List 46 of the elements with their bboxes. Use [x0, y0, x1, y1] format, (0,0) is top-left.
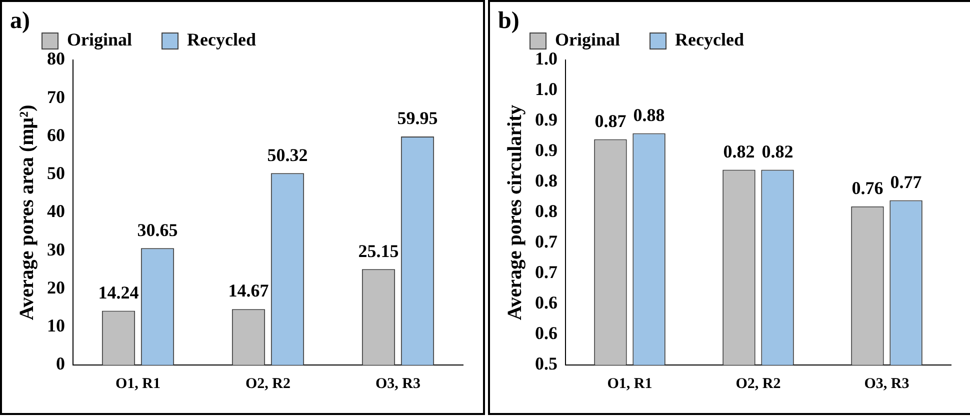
- data-label: 14.24: [98, 282, 139, 302]
- data-label: 0.87: [594, 110, 626, 131]
- legend-label: Recycled: [187, 30, 256, 50]
- legend-label: Recycled: [675, 30, 744, 50]
- y-tick-label: 1.0: [535, 48, 558, 69]
- data-label: 0.82: [762, 141, 794, 162]
- x-tick-label: O1, R1: [607, 376, 652, 392]
- data-label: 0.82: [723, 141, 755, 162]
- y-tick-label: 0.8: [535, 170, 558, 191]
- y-tick-label: 40: [47, 201, 65, 222]
- y-tick-label: 10: [47, 316, 65, 336]
- data-label: 30.65: [137, 220, 178, 240]
- y-tick-label: 0: [56, 354, 65, 374]
- y-axis-title: Average pores area (mμ²): [16, 104, 38, 320]
- y-axis-title: Average pores circularity: [504, 104, 526, 320]
- data-label: 14.67: [228, 280, 269, 301]
- y-tick-label: 70: [47, 86, 65, 107]
- y-tick-label: 1.0: [535, 79, 558, 100]
- data-label: 50.32: [267, 144, 308, 165]
- legend-label: Original: [555, 30, 620, 50]
- y-tick-label: 60: [47, 124, 65, 145]
- x-tick-label: O3, R3: [864, 376, 910, 392]
- text: a): [10, 8, 30, 35]
- y-tick-label: 0.9: [535, 140, 558, 160]
- x-tick-label: O1, R1: [116, 376, 160, 392]
- x-tick-label: O2, R2: [736, 376, 781, 392]
- data-label: 25.15: [358, 240, 399, 261]
- y-tick-label: 0.8: [535, 201, 558, 222]
- y-tick-label: 0.5: [535, 354, 558, 374]
- y-tick-label: 30: [47, 239, 65, 260]
- legend-label: Original: [67, 30, 132, 50]
- y-tick-label: 0.6: [535, 292, 558, 313]
- text: b): [498, 8, 520, 35]
- y-tick-label: 50: [47, 163, 65, 184]
- data-label: 0.76: [852, 178, 884, 198]
- data-label: 0.88: [633, 104, 665, 125]
- y-tick-label: 0.7: [535, 232, 558, 252]
- data-label: 59.95: [397, 108, 438, 128]
- y-tick-label: 0.7: [535, 262, 558, 282]
- x-tick-label: O2, R2: [246, 376, 290, 392]
- data-label: 0.77: [890, 172, 922, 192]
- x-tick-label: O3, R3: [376, 376, 420, 392]
- y-tick-label: 0.9: [535, 110, 558, 130]
- y-tick-label: 0.6: [535, 323, 558, 344]
- y-tick-label: 80: [47, 48, 65, 69]
- y-tick-label: 20: [47, 277, 65, 298]
